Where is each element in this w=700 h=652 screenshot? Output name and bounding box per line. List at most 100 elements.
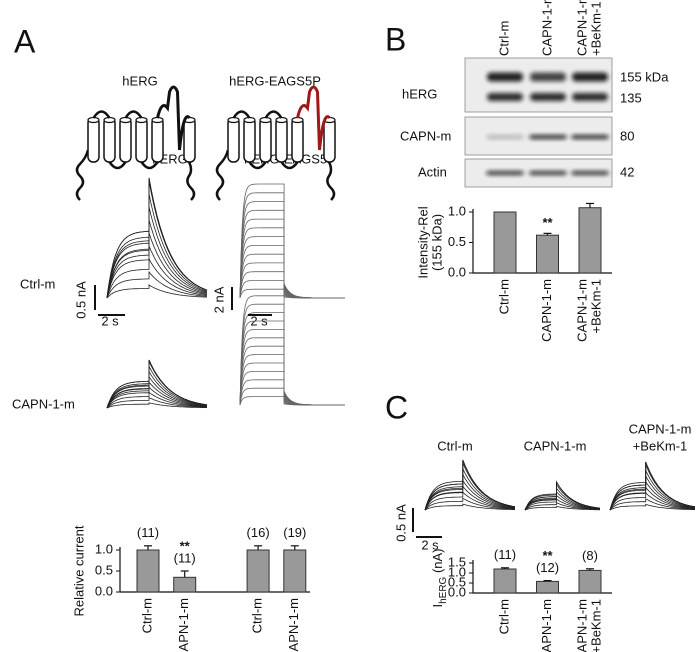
trace <box>106 270 208 299</box>
current-traces <box>106 359 208 409</box>
blot-band <box>571 135 609 139</box>
blot-band <box>487 72 523 82</box>
y-tick-label: 1.0 <box>95 541 113 556</box>
blot-band <box>530 72 566 82</box>
helix <box>243 117 256 163</box>
y-axis-label: Relative current <box>71 525 86 616</box>
bar <box>246 549 270 593</box>
scale-label: 0.5 nA <box>393 504 408 542</box>
trace <box>239 201 345 299</box>
helix-top <box>135 116 148 124</box>
lane-label: +BeKm-1 <box>588 1 603 56</box>
current-traces <box>609 461 696 511</box>
condition-label: CAPN-1-m <box>524 438 587 453</box>
blot-band <box>530 93 566 101</box>
trace <box>524 502 600 511</box>
trace <box>106 219 208 299</box>
helix <box>227 117 240 163</box>
trace <box>424 485 516 511</box>
trace <box>609 492 696 511</box>
current-traces <box>106 177 208 299</box>
trace <box>106 193 208 299</box>
blot-band <box>572 72 608 82</box>
n-label: (16) <box>247 525 270 540</box>
c-terminus <box>326 161 336 201</box>
y-tick-label: 1.0 <box>448 203 466 218</box>
x-tick-label: Ctrl-m <box>496 279 511 314</box>
blot-frame <box>464 57 613 113</box>
y-label-part: (nA) <box>430 548 445 576</box>
blot-label: hERG <box>402 86 437 101</box>
trace <box>239 329 345 406</box>
x-tick-label: Ctrl-m <box>250 598 265 633</box>
helix <box>103 117 116 163</box>
c-terminus <box>186 161 196 201</box>
significance: ** <box>542 215 553 230</box>
helix <box>183 117 196 163</box>
y-tick-label: 0.5 <box>448 574 466 589</box>
trace <box>424 491 515 511</box>
current-traces <box>239 295 345 406</box>
blot-label: Actin <box>418 164 447 179</box>
bar <box>578 569 602 594</box>
y-tick-label: 0.0 <box>448 264 466 279</box>
bar <box>493 568 517 594</box>
blot-band <box>572 93 608 101</box>
trace <box>106 232 208 299</box>
n-label: (12) <box>536 560 559 575</box>
y-tick-label: 1.0 <box>448 564 466 579</box>
x-tick-label: Ctrl-m <box>139 598 154 633</box>
row-label: CAPN-1-m <box>12 396 75 411</box>
trace <box>239 218 345 299</box>
helix-top <box>227 116 240 124</box>
row-label: Ctrl-m <box>20 276 55 291</box>
y-axis-label: (155 kDa) <box>429 214 444 271</box>
bar <box>493 211 517 274</box>
condition-label: CAPN-1-m <box>629 421 692 436</box>
helix <box>323 117 336 163</box>
condition-label: +BeKm-1 <box>633 438 688 453</box>
trace <box>524 498 600 511</box>
scale-label: 0.5 nA <box>73 281 88 319</box>
trace <box>106 386 207 409</box>
construct-label: hERG <box>122 73 157 88</box>
blot-band <box>529 171 567 175</box>
y-axis-label: Intensity-Rel <box>415 206 430 278</box>
trace <box>239 236 345 299</box>
helix <box>135 117 148 163</box>
helix-top <box>151 116 164 124</box>
condition-label: Ctrl-m <box>437 438 472 453</box>
helix <box>151 117 164 163</box>
panel-label: B <box>385 21 406 57</box>
trace <box>106 364 208 409</box>
trace <box>524 480 601 511</box>
x-tick-label: CAPN-1-m <box>176 598 191 652</box>
bar <box>283 549 307 593</box>
helix-top <box>119 116 132 124</box>
helix-top <box>103 116 116 124</box>
n-label: (8) <box>582 548 598 563</box>
helix <box>275 117 288 163</box>
trace <box>524 505 600 511</box>
y-tick-label: 0.0 <box>448 584 466 599</box>
scale-label: 2 nA <box>211 286 226 313</box>
loop <box>140 161 159 170</box>
helix-top <box>87 116 100 124</box>
bar <box>536 580 559 594</box>
trace <box>609 497 696 511</box>
scale-label: 2 s <box>101 313 119 328</box>
x-tick-label: CAPN-1-m <box>286 598 301 652</box>
blot-band <box>487 93 523 101</box>
n-label: (11) <box>137 525 159 540</box>
helix <box>259 117 272 163</box>
scale-label: 2 s <box>421 537 439 552</box>
mw-label: 42 <box>620 164 634 179</box>
current-traces <box>524 480 601 511</box>
loop <box>92 110 111 119</box>
y-tick-label: 0.5 <box>448 234 466 249</box>
trace <box>239 295 345 406</box>
loop <box>108 161 127 170</box>
trace <box>239 183 345 299</box>
y-label-part: I <box>430 604 445 608</box>
